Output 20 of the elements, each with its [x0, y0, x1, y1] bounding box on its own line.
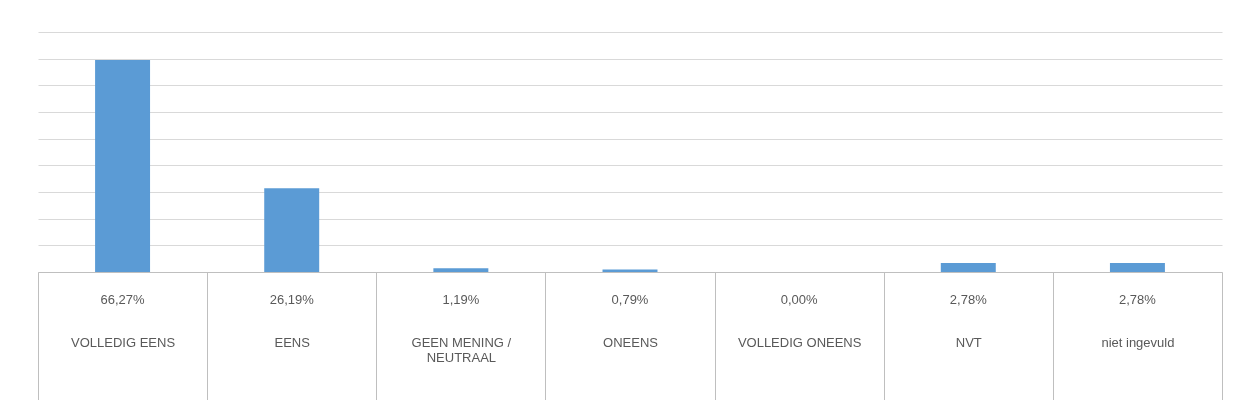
data-label: 2,78% [949, 292, 988, 307]
bar [1109, 263, 1165, 272]
x-tick-label: niet ingevuld [1101, 334, 1175, 350]
bar [264, 188, 320, 272]
x-tick-label: EENS [274, 334, 311, 350]
data-label: 0,79% [611, 292, 649, 307]
data-label: 26,19% [269, 292, 315, 307]
x-tick-label: ONEENS [603, 334, 659, 350]
data-label: 0,00% [780, 292, 819, 307]
data-label: 1,19% [442, 292, 480, 307]
bar [95, 59, 151, 272]
bar [940, 263, 996, 272]
x-tick-label: GEEN MENING / NEUTRAAL [411, 334, 512, 365]
bar [433, 268, 489, 272]
x-tick-label: VOLLEDIG EENS [71, 334, 176, 350]
x-tick-label: NVT [955, 334, 982, 350]
data-label: 2,78% [1118, 292, 1157, 307]
x-tick-label: VOLLEDIG ONEENS [737, 334, 862, 350]
bar [602, 269, 658, 272]
data-label: 66,27% [100, 292, 146, 307]
